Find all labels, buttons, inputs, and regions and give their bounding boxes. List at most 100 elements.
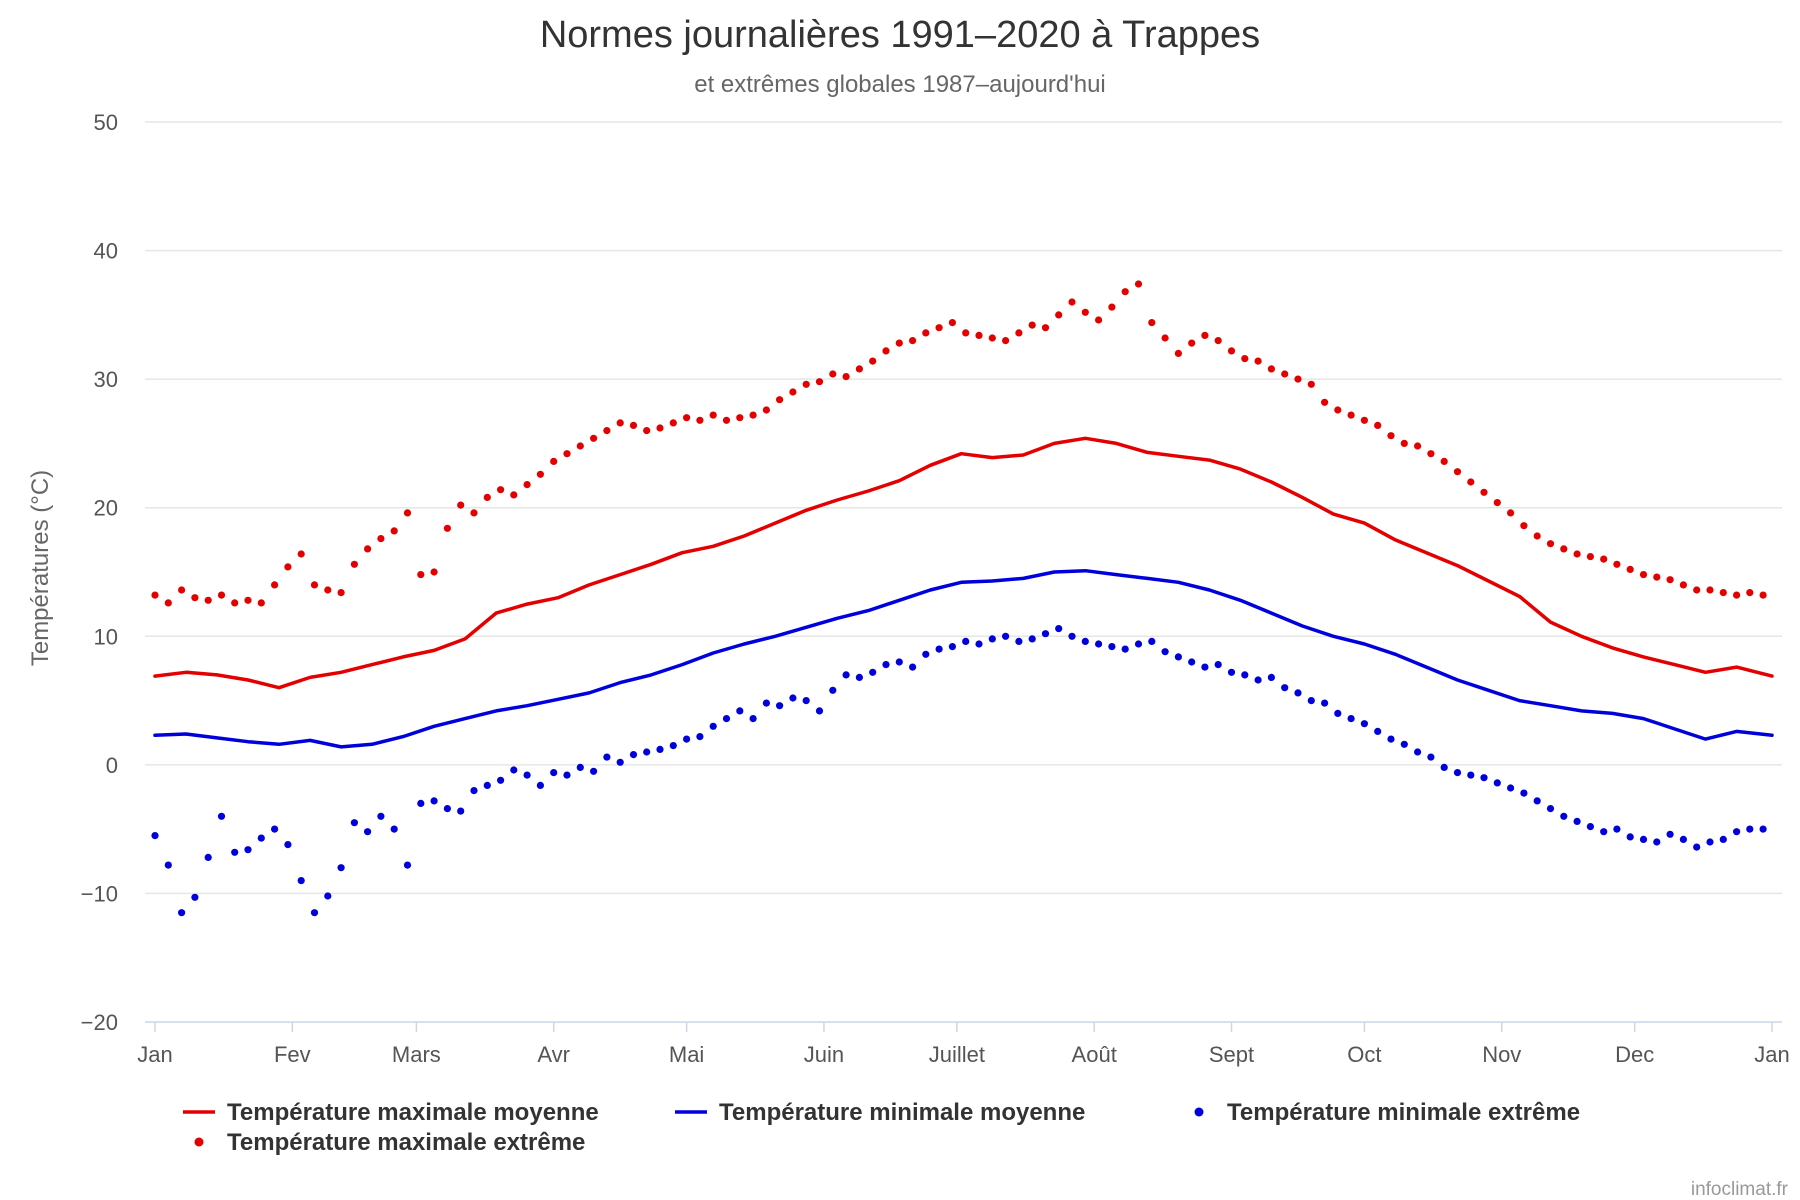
data-point: [762, 699, 771, 707]
data-point: [191, 893, 199, 901]
data-point: [244, 596, 252, 604]
data-point: [603, 427, 611, 435]
data-point: [1321, 699, 1329, 707]
data-point: [855, 365, 864, 373]
data-point: [882, 347, 890, 355]
data-point: [1706, 586, 1714, 594]
data-point: [217, 591, 226, 599]
data-point: [590, 434, 598, 442]
data-point: [815, 707, 824, 715]
data-point: [470, 509, 478, 517]
grid-lines: [145, 121, 1782, 895]
data-point: [324, 586, 332, 594]
data-point: [1227, 668, 1236, 676]
data-point: [1307, 697, 1315, 705]
data-point: [1148, 637, 1156, 646]
data-point: [1267, 365, 1275, 373]
data-point: [1002, 632, 1010, 640]
data-point: [284, 841, 292, 849]
data-point: [510, 491, 518, 499]
credits-label[interactable]: infoclimat.fr: [1691, 1179, 1789, 1200]
data-point: [1666, 830, 1674, 838]
data-point: [1134, 640, 1143, 648]
data-point: [1374, 421, 1382, 429]
data-point: [1507, 784, 1515, 792]
data-point: [1028, 635, 1036, 643]
data-point: [962, 637, 970, 646]
data-point: [443, 524, 451, 532]
data-point: [1427, 753, 1435, 761]
data-point: [776, 396, 784, 404]
data-point: [1254, 357, 1262, 365]
data-point: [1493, 499, 1501, 507]
data-point: [470, 787, 478, 795]
data-point: [297, 877, 305, 885]
data-point: [1507, 509, 1515, 517]
data-point: [1467, 478, 1475, 486]
data-point: [430, 568, 438, 576]
data-point: [164, 599, 172, 607]
data-point: [656, 424, 664, 432]
data-point: [629, 421, 638, 429]
data-point: [948, 643, 957, 651]
data-point: [1334, 406, 1342, 414]
data-point: [1693, 843, 1701, 851]
data-point: [244, 846, 252, 854]
legend-item-label[interactable]: Température minimale extrême: [1227, 1099, 1580, 1126]
y-tick-label: 40: [94, 239, 118, 264]
data-point: [1759, 591, 1767, 599]
data-point: [1414, 748, 1422, 756]
data-point: [722, 416, 731, 424]
x-tick-label: Mars: [392, 1042, 441, 1067]
data-point: [1068, 632, 1076, 640]
data-point: [802, 697, 810, 705]
data-point: [1586, 823, 1594, 831]
data-point: [1188, 339, 1196, 347]
data-point: [1241, 671, 1249, 679]
data-point: [1188, 658, 1196, 666]
data-point: [337, 589, 345, 597]
data-point: [988, 334, 996, 342]
data-point: [869, 357, 877, 365]
data-point: [364, 545, 372, 553]
data-point: [935, 645, 943, 653]
data-point: [1560, 812, 1568, 820]
data-point: [1294, 375, 1302, 383]
data-point: [191, 594, 199, 602]
data-point: [497, 776, 505, 784]
legend-item-label[interactable]: Température minimale moyenne: [719, 1099, 1085, 1126]
data-point: [457, 807, 465, 815]
data-point: [217, 812, 226, 820]
data-point: [1055, 311, 1063, 319]
data-point: [815, 378, 824, 386]
data-point: [1307, 380, 1315, 388]
data-point: [842, 671, 850, 679]
data-point: [762, 406, 771, 414]
data-point: [829, 686, 837, 694]
data-point: [1613, 825, 1621, 833]
data-point: [284, 563, 292, 571]
data-point: [975, 640, 983, 648]
data-point: [1679, 835, 1687, 844]
data-point: [895, 658, 903, 666]
data-point: [310, 581, 319, 589]
data-point: [616, 419, 624, 427]
data-point: [1520, 522, 1528, 530]
x-tick-label: Oct: [1347, 1042, 1381, 1067]
data-point: [1560, 545, 1568, 553]
legend-symbol: [1194, 1107, 1204, 1117]
legend-item-label[interactable]: Température maximale extrême: [227, 1129, 585, 1156]
data-point: [629, 751, 638, 759]
data-point: [563, 771, 571, 779]
data-point: [1360, 720, 1368, 728]
x-tick-label: Juillet: [929, 1042, 985, 1067]
legend-item-label[interactable]: Température maximale moyenne: [227, 1099, 599, 1126]
data-point: [1480, 774, 1488, 782]
data-point: [1121, 288, 1129, 296]
x-tick-label: Mai: [669, 1042, 704, 1067]
data-point: [1081, 637, 1089, 646]
data-point: [457, 501, 465, 509]
y-axis-tick-labels: −20 −10 0 10 20 30 40 50: [81, 110, 118, 1035]
data-point: [789, 388, 797, 396]
data-point: [669, 742, 677, 750]
